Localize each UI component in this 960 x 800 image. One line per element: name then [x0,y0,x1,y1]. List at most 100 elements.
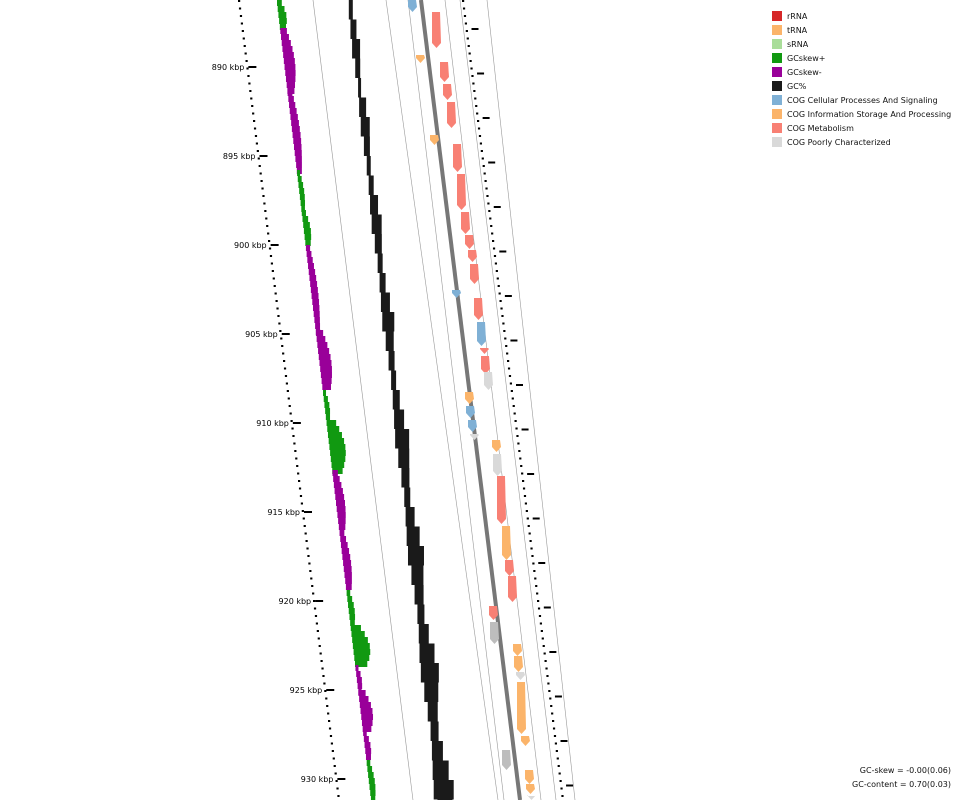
outer-major-tick [510,339,518,342]
gc-content-bar [355,58,361,78]
outer-minor-tick [471,75,474,77]
gc-skew-negative-bar [289,102,296,108]
minor-tick [280,337,283,340]
gc-content-bar [398,448,410,468]
gene-information [514,656,523,672]
minor-tick [333,765,336,767]
outer-minor-tick [516,435,519,437]
legend-swatch [772,95,782,105]
legend-item-cog-poorly: COG Poorly Characterized [772,135,951,149]
gc-skew-negative-bar [336,500,345,506]
gc-content-bar [352,39,361,59]
gc-skew-negative-bar [310,281,318,287]
minor-tick [335,780,338,782]
outer-minor-tick [511,397,514,400]
gc-skew-negative-bar [322,384,331,390]
gc-skew-positive-bar [330,450,346,456]
gene-metabolism [457,174,466,210]
minor-tick [265,217,268,220]
outer-major-tick [560,740,568,742]
gc-skew-positive-bar [279,24,287,30]
guide-line [385,0,499,800]
minor-tick [244,52,247,55]
minor-tick [313,600,316,602]
gc-skew-positive-bar [367,766,373,772]
outer-minor-tick [561,795,564,797]
outer-minor-tick [488,210,491,212]
gc-skew-positive-bar [302,216,309,222]
minor-tick [298,487,302,490]
legend: rRNA tRNA sRNA GCskew+ GCskew- GC% COG C… [772,9,951,149]
gene-metabolism [497,476,506,524]
minor-tick [268,247,272,250]
outer-minor-tick [493,255,497,257]
outer-minor-tick [491,232,494,235]
gc-skew-negative-bar [337,512,346,518]
gc-content-bar [432,760,449,780]
outer-minor-tick [506,352,509,355]
minor-tick [269,255,273,257]
guide-line [407,0,505,800]
gc-content-bar [359,97,367,117]
outer-minor-tick [495,270,498,272]
outer-minor-tick [465,30,468,32]
gc-skew-positive-bar [325,414,331,420]
gc-skew-negative-bar [310,287,318,293]
outer-minor-tick [482,165,485,167]
minor-tick [282,352,285,355]
gc-skew-negative-bar [308,269,316,275]
gc-skew-negative-bar [313,311,320,317]
legend-swatch [772,123,782,133]
minor-tick [294,450,297,452]
outer-minor-tick [545,667,548,670]
gc-content-bar [371,214,382,234]
gc-content-bar [431,741,443,761]
gc-skew-positive-bar [369,784,376,790]
minor-tick [334,772,337,775]
legend-swatch [772,11,782,21]
gene-metabolism [508,576,517,602]
minor-tick [253,120,256,122]
outer-minor-tick [550,705,553,707]
minor-tick [250,97,253,100]
outer-minor-tick [519,457,522,460]
gc-skew-positive-bar [327,432,342,438]
outer-minor-tick [541,637,544,640]
legend-item-cog-metabolism: COG Metabolism [772,121,951,135]
outer-minor-tick [533,570,536,572]
minor-tick [270,262,274,265]
gc-content-bar [407,546,424,566]
outer-minor-tick [474,97,477,100]
minor-tick [261,187,264,190]
gc-content-bar [411,565,424,585]
gc-skew-negative-bar [345,584,352,590]
outer-minor-tick [468,52,471,55]
outer-minor-tick [462,0,465,2]
gc-skew-negative-bar [343,566,352,572]
gc-skew-negative-bar [293,138,302,144]
minor-tick [247,75,250,77]
minor-tick [303,525,306,527]
minor-tick [319,652,322,655]
outer-minor-tick [496,277,499,280]
outer-minor-tick [544,660,547,662]
minor-tick [314,615,318,617]
kbp-tick-label: 915 kbp [267,508,300,517]
gc-skew-negative-bar [338,524,346,530]
gc-content-bar [433,780,454,800]
minor-tick [323,682,326,685]
outer-major-tick [471,28,479,30]
gc-skew-negative-bar [318,354,331,360]
gc-skew-negative-bar [340,542,348,548]
gc-content-bar [382,312,395,332]
outer-minor-tick [537,600,540,602]
gc-skew-negative-bar [357,683,363,689]
major-tick [292,422,301,424]
outer-minor-tick [485,187,488,190]
gc-skew-negative-bar [344,572,352,578]
gc-skew-negative-bar [356,677,362,683]
gc-skew-positive-bar [277,0,282,6]
gc-skew-negative-bar [312,299,320,305]
legend-label: rRNA [787,11,808,21]
legend-swatch [772,67,782,77]
